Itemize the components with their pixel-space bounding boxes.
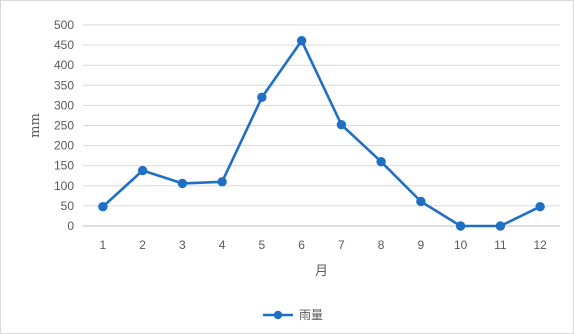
x-tick-label: 7 (338, 238, 345, 252)
y-tick-label: 150 (54, 159, 74, 173)
data-point (416, 196, 426, 207)
x-tick-label: 2 (139, 238, 146, 252)
y-tick-label: 250 (54, 119, 74, 133)
y-tick-label: 0 (67, 219, 74, 233)
y-tick-label: 450 (54, 38, 74, 52)
y-tick-label: 300 (54, 98, 74, 112)
x-tick-label: 11 (494, 238, 507, 252)
y-tick-label: 400 (54, 58, 74, 72)
data-point (137, 165, 148, 176)
data-point (98, 202, 108, 212)
y-tick-labels: 0 50 100 150 200 250 300 350 400 450 500 (54, 18, 74, 233)
x-axis-title: 月 (315, 264, 328, 279)
x-tick-label: 12 (533, 238, 547, 252)
x-tick-labels: 1 2 3 4 5 6 7 8 9 10 11 12 (100, 238, 548, 252)
legend-marker-swatch (273, 310, 283, 320)
x-tick-label: 6 (298, 238, 305, 252)
series-line-rainfall (101, 39, 542, 228)
series-layer (98, 35, 545, 231)
y-axis-title: mm (28, 113, 43, 138)
y-tick-label: 100 (54, 179, 74, 193)
legend: 雨量 (263, 308, 323, 322)
data-point (336, 119, 347, 130)
y-tick-label: 350 (54, 78, 74, 92)
data-point (376, 156, 386, 167)
x-tick-label: 8 (378, 238, 385, 252)
x-tick-label: 10 (454, 238, 468, 252)
data-point (177, 178, 188, 189)
x-tick-label: 4 (219, 238, 226, 252)
gridlines (83, 24, 560, 207)
y-tick-label: 50 (61, 199, 75, 213)
y-tick-label: 200 (54, 139, 74, 153)
data-point (455, 221, 466, 231)
x-tick-label: 9 (418, 238, 425, 252)
x-tick-label: 1 (100, 238, 107, 252)
data-point (296, 35, 307, 46)
data-point (495, 221, 506, 231)
data-point (535, 202, 545, 212)
data-point (257, 92, 267, 103)
legend-label: 雨量 (299, 308, 323, 322)
data-point (217, 177, 227, 187)
x-tick-label: 3 (179, 238, 186, 252)
y-tick-label: 500 (54, 18, 74, 32)
x-tick-label: 5 (259, 238, 266, 252)
